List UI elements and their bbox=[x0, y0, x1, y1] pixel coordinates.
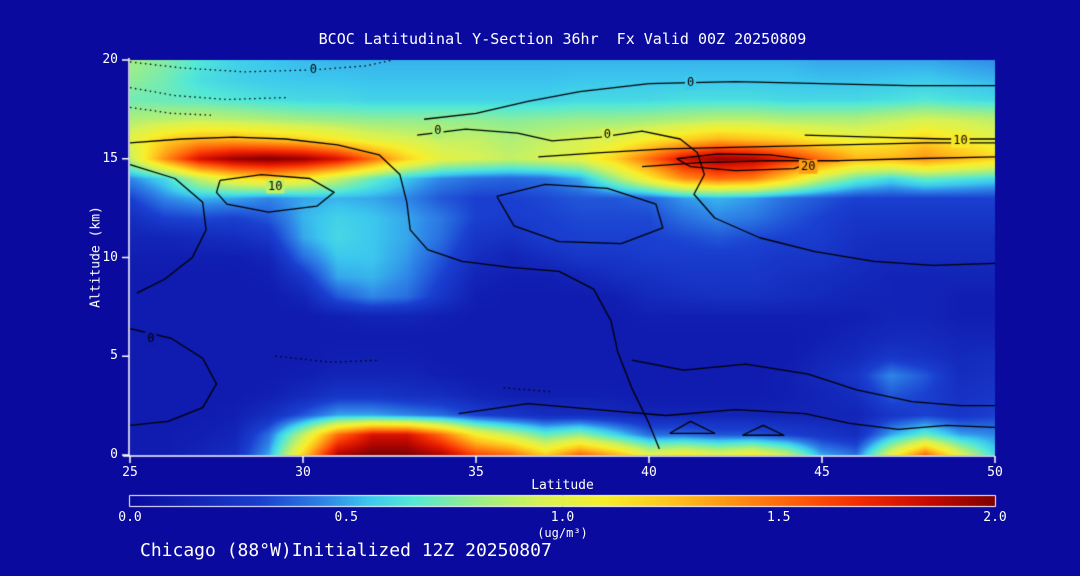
x-tick-label: 25 bbox=[122, 465, 138, 480]
colorbar-tick-label: 1.5 bbox=[767, 510, 791, 525]
colorbar-tick-label: 0.5 bbox=[334, 510, 358, 525]
x-tick-label: 50 bbox=[987, 465, 1003, 480]
y-tick-label: 5 bbox=[110, 348, 118, 364]
y-tick-label: 15 bbox=[102, 150, 118, 166]
x-tick-label: 30 bbox=[295, 465, 311, 480]
y-tick-label: 0 bbox=[110, 447, 118, 462]
y-tick-label: 20 bbox=[102, 52, 118, 67]
colorbar-units-label: (ug/m³) bbox=[537, 526, 588, 540]
x-tick-label: 45 bbox=[814, 465, 830, 480]
x-tick-label: 35 bbox=[468, 465, 484, 480]
colorbar-tick-label: 0.0 bbox=[118, 510, 142, 525]
colorbar-tick-label: 2.0 bbox=[983, 510, 1007, 525]
chart-title: BCOC Latitudinal Y-Section 36hr Fx Valid… bbox=[318, 30, 807, 48]
x-axis-label: Latitude bbox=[531, 478, 594, 493]
y-tick-label: 10 bbox=[102, 249, 118, 265]
footer-text: Chicago (88°W)Initialized 12Z 20250807 bbox=[140, 540, 552, 561]
x-tick-label: 40 bbox=[641, 465, 657, 480]
colorbar-tick-label: 1.0 bbox=[550, 510, 575, 525]
